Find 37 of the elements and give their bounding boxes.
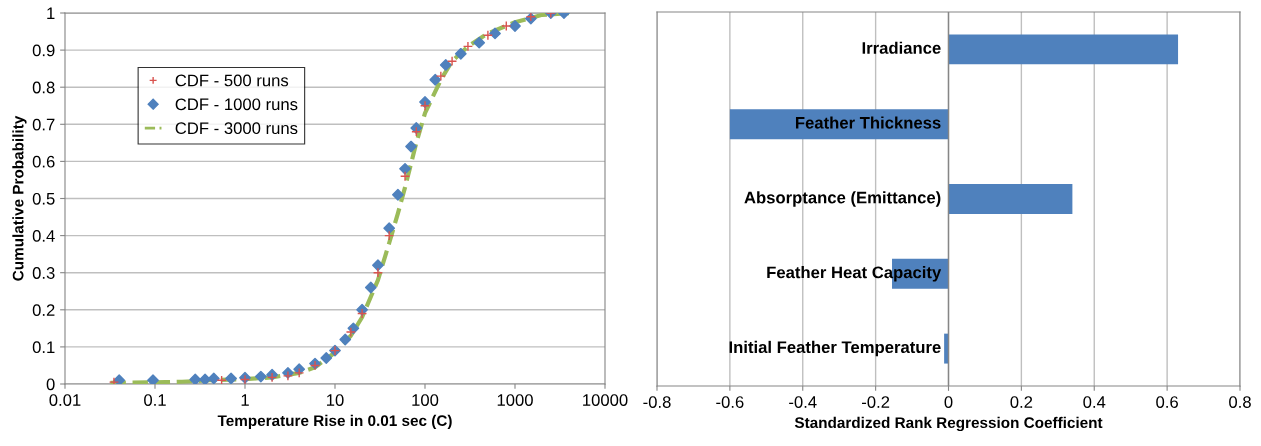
y-tick-label: 0.9 <box>32 44 55 57</box>
y-tick-label: Feather Thickness <box>795 116 941 129</box>
x-tick-label: 1 <box>241 394 249 406</box>
x-tick-label: 0.1 <box>144 394 166 406</box>
x-tick-label: 0.2 <box>1010 396 1033 408</box>
legend-label: CDF - 1000 runs <box>175 98 298 111</box>
y-tick-label: 0.3 <box>32 267 55 279</box>
y-tick-label: 0.4 <box>32 230 55 242</box>
y-tick-label: 1 <box>47 7 55 20</box>
x-tick-label: -0.8 <box>643 396 671 408</box>
x-tick-label: 10 <box>327 394 344 406</box>
y-tick-label: Irradiance <box>862 41 941 54</box>
x-tick-label: 1000 <box>497 394 533 406</box>
y-tick-label: Initial Feather Temperature <box>729 340 941 357</box>
x-axis-title: Temperature Rise in 0.01 sec (C) <box>217 414 452 430</box>
x-tick-label: -0.4 <box>789 396 817 408</box>
x-axis-title: Standardized Rank Regression Coefficient <box>794 416 1103 432</box>
x-tick-label: 0.6 <box>1156 396 1178 408</box>
legend-label: CDF - 3000 runs <box>175 122 298 135</box>
x-tick-label: 0.4 <box>1083 396 1106 408</box>
y-axis-title: Cumulative Probability <box>12 115 27 281</box>
y-tick-label: 0 <box>46 378 55 391</box>
x-tick-label: -0.6 <box>716 396 744 408</box>
x-tick-label: 10000 <box>583 394 628 406</box>
y-tick-label: 0.8 <box>32 81 55 94</box>
x-tick-label: 0 <box>944 396 953 408</box>
x-tick-label: 0.01 <box>49 394 81 406</box>
y-tick-label: 0.6 <box>32 155 55 168</box>
x-tick-label: 100 <box>412 394 439 406</box>
legend-label: CDF - 500 runs <box>175 74 289 87</box>
y-tick-label: 0.7 <box>32 118 55 131</box>
y-tick-label: Absorptance (Emittance) <box>744 191 941 207</box>
x-tick-label: 0.8 <box>1229 396 1251 408</box>
y-tick-label: 0.1 <box>32 341 55 354</box>
y-tick-label: 0.2 <box>32 304 55 316</box>
x-tick-label: -0.2 <box>862 396 890 408</box>
y-tick-label: 0.5 <box>32 192 55 205</box>
